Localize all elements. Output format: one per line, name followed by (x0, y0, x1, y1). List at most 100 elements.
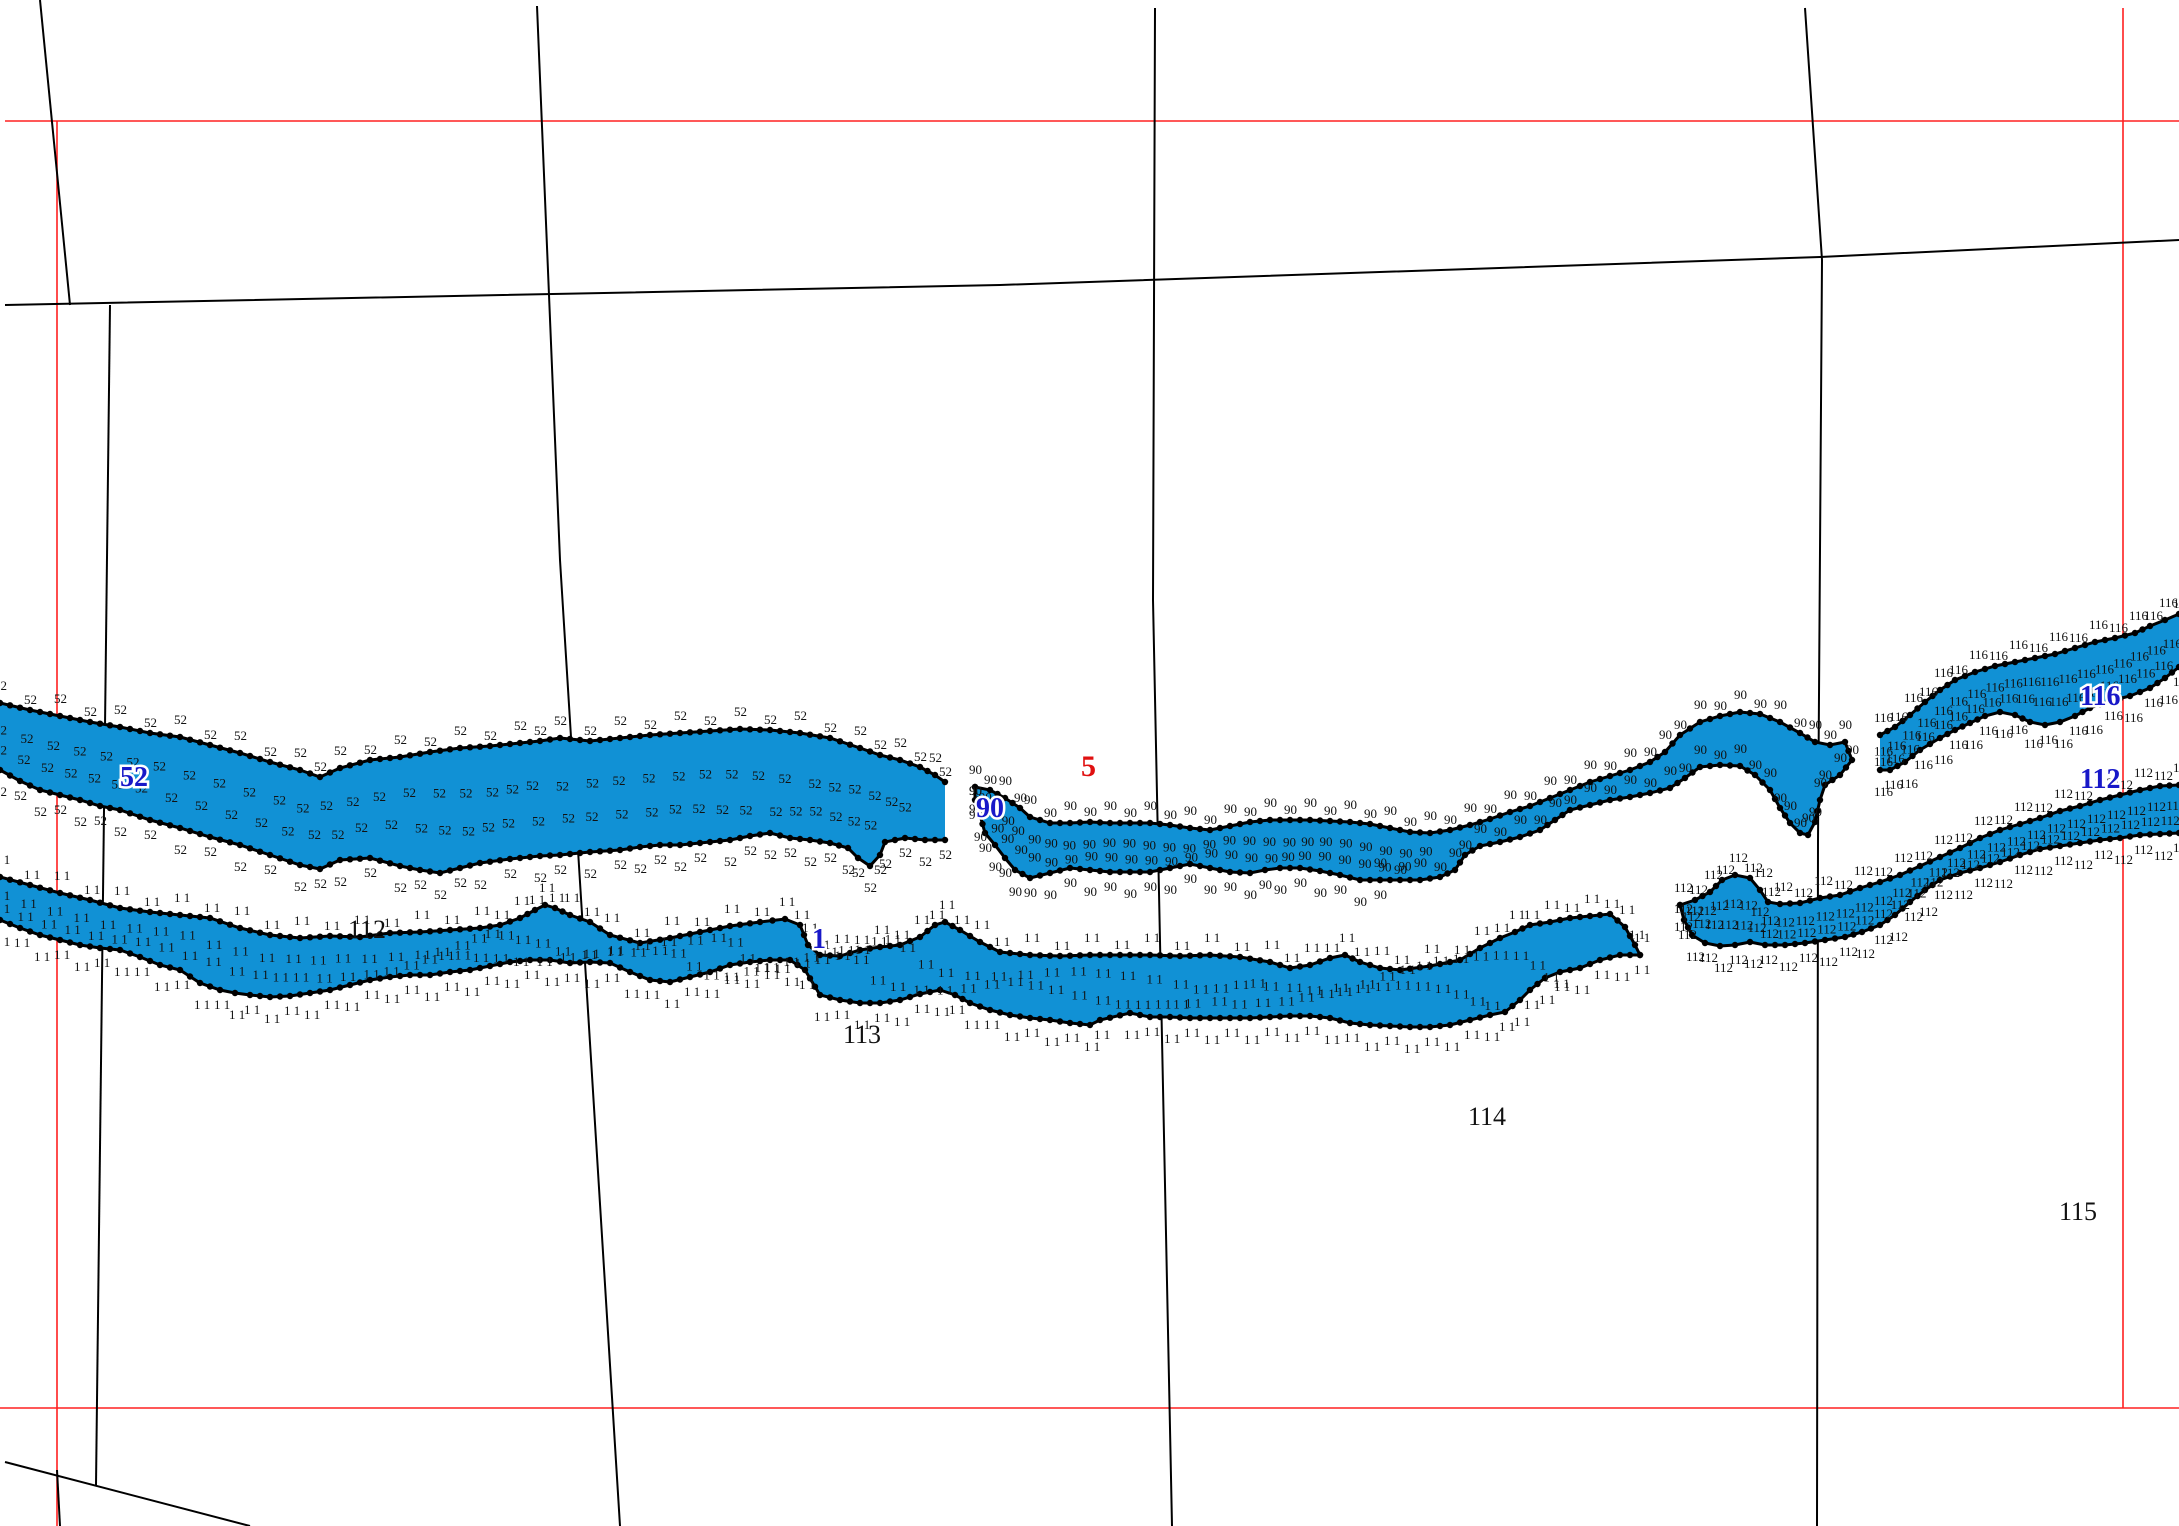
vertex-dot (1680, 916, 1688, 924)
vertex-dot (706, 727, 714, 735)
vertex-dot (846, 949, 854, 957)
vertex-number: 90 (1384, 803, 1397, 818)
vertex-number: 90 (1754, 696, 1767, 711)
vertex-number: 112 (1914, 848, 1933, 863)
vertex-dot (1396, 966, 1404, 974)
vertex-number: 52 (770, 804, 783, 819)
vertex-dot (636, 843, 644, 851)
vertex-dot (6, 920, 14, 928)
vertex-dot (794, 961, 801, 969)
vertex-number: 1 1 (1147, 972, 1163, 987)
vertex-dot (626, 968, 634, 976)
vertex-number: 52 (804, 854, 817, 869)
vertex-number: 1 1 (984, 1017, 1000, 1032)
vertex-number: 1 1 (686, 959, 702, 974)
vertex-dot (796, 921, 804, 929)
vertex-dot (1376, 1022, 1384, 1029)
vertex-number: 52 (764, 712, 777, 727)
vertex-dot (1899, 905, 1906, 912)
vertex-dot (376, 857, 384, 864)
vertex-number: 90 (1012, 823, 1025, 838)
vertex-dot (1596, 956, 1604, 964)
vertex-number: 52 (724, 854, 737, 869)
vertex-number: 52 (506, 782, 519, 797)
vertex-number: 112 (1994, 876, 2013, 891)
vertex-dot (1126, 868, 1134, 876)
vertex-dot (2006, 855, 2014, 862)
vertex-number: 1 1 (1464, 1027, 1480, 1042)
vertex-number: 1 1 (854, 1017, 870, 1032)
vertex-number: 52 (484, 728, 497, 743)
vertex-dot (1696, 718, 1704, 726)
vertex-dot (1496, 812, 1504, 819)
vertex-dot (226, 839, 234, 846)
vertex-number: 52 (65, 766, 78, 781)
vertex-number: 52 (114, 824, 127, 839)
vertex-number: 90 (1205, 845, 1218, 860)
vertex-number: 52 (864, 818, 877, 833)
vertex-number: 90 (1183, 841, 1196, 856)
vertex-dot (356, 855, 364, 862)
vertex-dot (366, 854, 374, 862)
vertex-number: 1 1 (1404, 1041, 1420, 1056)
vertex-number: 52 (899, 799, 912, 814)
vertex-dot (1736, 762, 1744, 770)
vertex-dot (1894, 762, 1901, 770)
vertex-dot (476, 743, 484, 750)
vertex-number: 90 (1301, 834, 1314, 849)
vertex-number: 1 1 (937, 983, 953, 998)
vertex-dot (1716, 712, 1724, 720)
vertex-number: 1 1 (1339, 930, 1355, 945)
vertex-dot (746, 726, 754, 733)
vertex-dot (1206, 826, 1214, 834)
vertex-number: 90 (1204, 882, 1217, 897)
vertex-dot (906, 993, 914, 1001)
vertex-dot (1806, 897, 1814, 904)
vertex-dot (2026, 817, 2034, 825)
vertex-number: 116 (2084, 722, 2104, 737)
vertex-dot (196, 979, 204, 987)
vertex-number: 112 (1760, 926, 1779, 941)
vertex-dot (1556, 968, 1564, 976)
vertex-dot (1836, 771, 1844, 779)
vertex-dot (966, 999, 974, 1007)
vertex-number: 1 1 (918, 957, 934, 972)
vertex-number: 112 (1734, 918, 1753, 933)
vertex-dot (516, 854, 524, 862)
vertex-dot (1001, 854, 1009, 862)
vertex-number: 1 1 (1095, 993, 1111, 1008)
vertex-dot (256, 848, 264, 855)
vertex-number: 116 (2136, 665, 2156, 680)
ribbon-116 (1876, 610, 2179, 774)
vertex-dot (66, 714, 74, 722)
vertex-number: 1 1 (804, 949, 820, 964)
vertex-number: 1 1 (728, 934, 744, 949)
vertex-dot (666, 730, 674, 737)
vertex-dot (1336, 818, 1344, 825)
vertex-dot (266, 993, 274, 1001)
vertex-number: 90 (1394, 862, 1407, 877)
vertex-number: 90 (1125, 852, 1138, 867)
vertex-dot (1556, 790, 1564, 798)
vertex-number: 1 1 (1213, 980, 1229, 995)
vertex-number: 1 1 (724, 972, 740, 987)
ribbon-1 (0, 873, 1644, 1031)
vertex-dot (486, 858, 494, 865)
vertex-number: 112 (1799, 950, 1818, 965)
vertex-dot (524, 910, 531, 918)
vertex-dot (1276, 864, 1284, 872)
vertex-number: 1 1 (664, 996, 680, 1011)
vertex-number: 1 1 (515, 932, 531, 947)
vertex-dot (716, 965, 724, 972)
vertex-number: 52 (502, 815, 515, 830)
vertex-dot (786, 956, 794, 964)
vertex-number: 90 (1584, 757, 1597, 772)
vertex-number: 90 (1694, 697, 1707, 712)
vertex-number: 112 (1855, 913, 1874, 928)
vertex-number: 1 1 (94, 955, 110, 970)
vertex-dot (896, 996, 904, 1004)
vertex-number: 90 (999, 865, 1012, 880)
vertex-dot (2081, 641, 2089, 649)
vertex-dot (1841, 738, 1849, 746)
vertex-number: 90 (1124, 805, 1137, 820)
